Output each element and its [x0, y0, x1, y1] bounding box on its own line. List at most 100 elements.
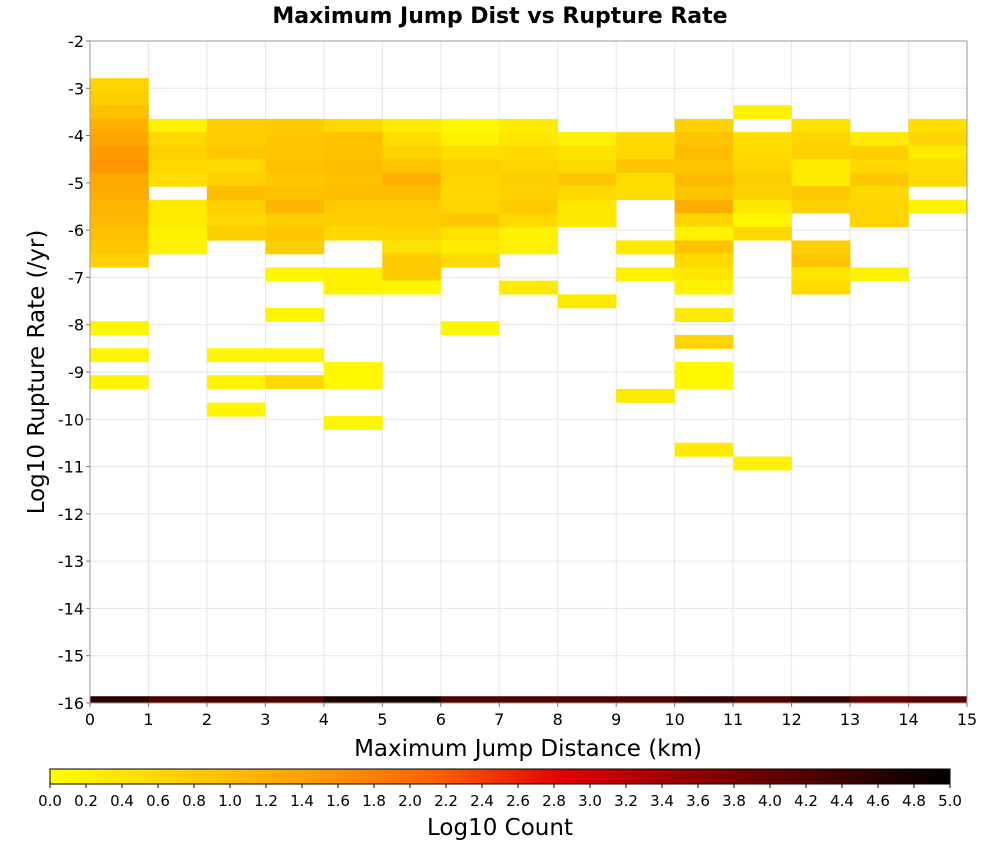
heatmap-cell	[265, 132, 325, 147]
y-tick-label: -2	[68, 32, 84, 51]
heatmap-cell	[382, 213, 442, 228]
colorbar-tick-label: 2.2	[434, 792, 458, 810]
heatmap-cell	[382, 172, 442, 187]
heatmap-cell	[616, 388, 676, 403]
heatmap-cell	[265, 186, 325, 200]
colorbar-tick-label: 4.6	[866, 792, 890, 810]
heatmap-cell	[733, 213, 792, 228]
colorbar-tick-label: 0.8	[182, 792, 206, 810]
heatmap-cell	[206, 199, 266, 214]
colorbar-tick-label: 2.0	[398, 792, 422, 810]
x-tick-label: 1	[143, 710, 153, 729]
heatmap-cell	[850, 132, 909, 147]
heatmap-cell	[206, 172, 266, 187]
x-tick-label: 2	[202, 710, 212, 729]
heatmap-cell	[382, 145, 442, 160]
x-tick-label: 6	[436, 710, 446, 729]
heatmap-cells	[90, 78, 968, 703]
heatmap-cell	[557, 145, 617, 160]
x-tick-label: 0	[85, 710, 95, 729]
axis-ticks: 0 1 2 3 4 5 6 7 8 9 10 11 12 13 14 15-2-3-4-5-6-7-8-9-1…	[58, 32, 977, 729]
colorbar-tick-label: 4.8	[902, 792, 926, 810]
heatmap-cell	[323, 226, 383, 241]
x-tick-label: 3	[260, 710, 270, 729]
heatmap-cell	[90, 348, 149, 363]
heatmap-cell	[791, 240, 851, 255]
colorbar-tick-label: 0.6	[146, 792, 170, 810]
heatmap-cell	[323, 361, 383, 376]
heatmap-cell	[382, 253, 442, 268]
heatmap-cell	[674, 159, 734, 173]
heatmap-cell	[148, 118, 208, 133]
heatmap-cell	[148, 199, 208, 214]
heatmap-cell	[733, 172, 792, 187]
heatmap-cell-floor	[440, 696, 500, 703]
heatmap-cell	[616, 186, 676, 200]
heatmap-cell	[382, 199, 442, 214]
x-tick-label: 13	[840, 710, 860, 729]
heatmap-cell	[674, 213, 734, 228]
heatmap-cell	[499, 280, 559, 295]
heatmap-cell	[557, 132, 617, 147]
heatmap-cell	[674, 375, 734, 390]
heatmap-cell-floor	[850, 696, 909, 703]
heatmap-cell	[557, 213, 617, 228]
heatmap-cell	[90, 105, 149, 120]
colorbar-tick-label: 2.8	[542, 792, 566, 810]
heatmap-cell	[90, 91, 149, 106]
heatmap-cell	[323, 145, 383, 160]
heatmap-cell	[733, 132, 792, 147]
colorbar-tick-label: 0.4	[110, 792, 134, 810]
heatmap-cell	[206, 186, 266, 200]
heatmap-cell	[791, 280, 851, 295]
heatmap-cell	[908, 118, 968, 133]
y-tick-label: -8	[68, 316, 84, 335]
y-axis-title: Log10 Rupture Rate (/yr)	[24, 230, 50, 515]
heatmap-cell	[206, 375, 266, 390]
y-tick-label: -11	[58, 458, 84, 477]
y-tick-label: -7	[68, 268, 84, 287]
x-tick-label: 5	[377, 710, 387, 729]
heatmap-cell	[499, 132, 559, 147]
heatmap-cell	[674, 361, 734, 376]
heatmap-cell	[206, 226, 266, 241]
y-tick-label: -12	[58, 505, 84, 524]
heatmap-cell	[908, 145, 968, 160]
heatmap-cell	[206, 213, 266, 228]
heatmap-cell	[323, 267, 383, 282]
heatmap-cell	[850, 172, 909, 187]
colorbar	[49, 768, 951, 785]
heatmap-cell	[265, 172, 325, 187]
heatmap-cell	[733, 186, 792, 200]
heatmap-cell	[674, 145, 734, 160]
heatmap-cell-floor	[674, 696, 734, 703]
heatmap-cell	[323, 280, 383, 295]
heatmap-cell	[265, 375, 325, 390]
heatmap-cell	[791, 172, 851, 187]
colorbar-tick-label: 0.2	[74, 792, 98, 810]
heatmap-cell	[908, 172, 968, 187]
heatmap-cell	[323, 132, 383, 147]
heatmap-cell	[323, 415, 383, 430]
heatmap-cell	[206, 159, 266, 173]
heatmap-cell	[90, 253, 149, 268]
heatmap-cell	[382, 240, 442, 255]
heatmap-cell	[850, 159, 909, 173]
colorbar-tick-label: 1.4	[290, 792, 314, 810]
heatmap-cell	[674, 118, 734, 133]
heatmap-cell	[674, 226, 734, 241]
heatmap-cell	[148, 172, 208, 187]
heatmap-cell	[323, 118, 383, 133]
heatmap-cell	[616, 267, 676, 282]
heatmap-cell-floor	[616, 696, 676, 703]
x-tick-label: 11	[723, 710, 743, 729]
heatmap-cell	[791, 186, 851, 200]
heatmap-cell	[90, 132, 149, 147]
heatmap-cell-floor	[382, 696, 442, 703]
heatmap-cell	[674, 253, 734, 268]
heatmap-cell	[733, 105, 792, 120]
heatmap-cell	[90, 240, 149, 255]
colorbar-tick-label: 1.0	[218, 792, 242, 810]
heatmap-cell	[557, 294, 617, 309]
